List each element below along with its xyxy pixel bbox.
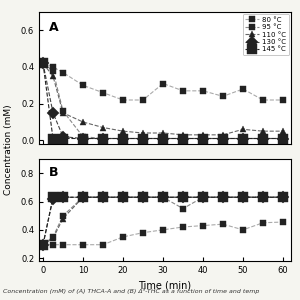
Text: Concentration (mM): Concentration (mM) <box>4 105 14 195</box>
Text: A: A <box>49 21 59 34</box>
Text: Concentration (mM) of (A) THCA-A and (B) Δ⁹-THC as a function of time and temp: Concentration (mM) of (A) THCA-A and (B)… <box>3 288 260 294</box>
X-axis label: Time (min): Time (min) <box>138 280 192 290</box>
Text: B: B <box>49 166 58 179</box>
Legend: 80 °C, 95 °C, 110 °C, 130 °C, 145 °C: 80 °C, 95 °C, 110 °C, 130 °C, 145 °C <box>243 14 289 55</box>
